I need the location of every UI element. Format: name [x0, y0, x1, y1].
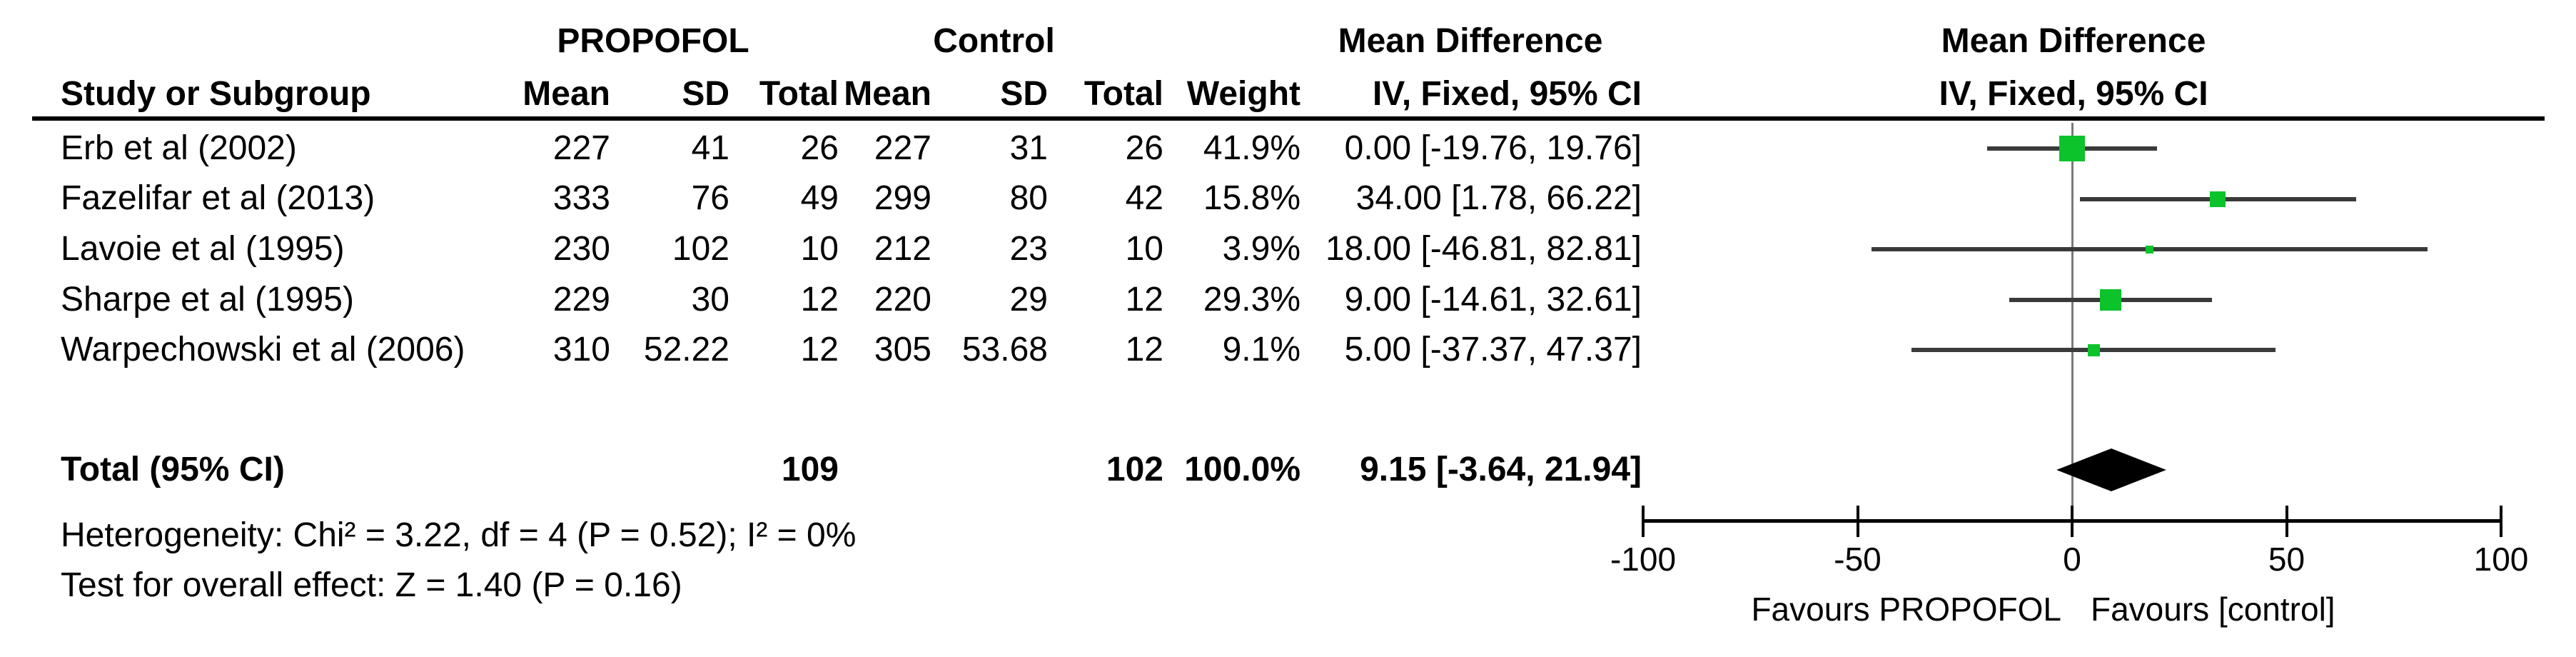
sd-propofol: 102	[672, 230, 729, 268]
axis-tick	[2071, 506, 2074, 537]
total-control: 26	[1125, 129, 1163, 167]
col-header-mean-control: Mean	[844, 75, 931, 113]
effect-square	[2210, 191, 2226, 207]
sd-propofol: 41	[691, 129, 729, 167]
col-header-ci: IV, Fixed, 95% CI	[1372, 75, 1642, 113]
mean-control: 227	[874, 129, 931, 167]
axis-tick	[1642, 506, 1645, 537]
mean-control: 299	[874, 179, 931, 217]
col-header-mean-propofol: Mean	[522, 75, 610, 113]
study-name: Erb et al (2002)	[61, 129, 297, 167]
weight-value: 29.3%	[1203, 281, 1300, 319]
sd-control: 29	[1009, 281, 1048, 319]
axis-tick-label: 50	[2268, 541, 2305, 578]
weight-value: 41.9%	[1203, 129, 1300, 167]
ci-text: 0.00 [-19.76, 19.76]	[1344, 129, 1642, 167]
ci-text: 5.00 [-37.37, 47.37]	[1344, 331, 1642, 368]
total-propofol: 26	[800, 129, 839, 167]
favours-right-label: Favours [control]	[2091, 591, 2335, 628]
ci-text: 9.00 [-14.61, 32.61]	[1344, 281, 1642, 319]
axis-tick-label: -100	[1610, 541, 1677, 578]
total-row-n-control: 102	[1106, 451, 1163, 488]
weight-value: 3.9%	[1222, 230, 1300, 268]
sd-control: 80	[1009, 179, 1048, 217]
total-propofol: 49	[800, 179, 839, 217]
total-control: 42	[1125, 179, 1163, 217]
axis-tick	[2500, 506, 2502, 537]
total-propofol: 10	[800, 230, 839, 268]
total-control: 12	[1125, 331, 1163, 368]
ci-text: 34.00 [1.78, 66.22]	[1355, 179, 1642, 217]
sd-control: 31	[1009, 129, 1048, 167]
effect-square	[2059, 136, 2085, 161]
heterogeneity-stats: Heterogeneity: Chi² = 3.22, df = 4 (P = …	[61, 516, 857, 554]
group-header-control: Control	[933, 22, 1055, 60]
col-header-total-propofol: Total	[759, 75, 839, 113]
mean-propofol: 227	[552, 129, 610, 167]
mean-propofol: 310	[552, 331, 610, 368]
study-name: Lavoie et al (1995)	[61, 230, 345, 268]
col-header-sd-propofol: SD	[682, 75, 729, 113]
total-row-weight: 100.0%	[1184, 451, 1300, 488]
total-row-n-propofol: 109	[781, 451, 839, 488]
effect-square	[2100, 289, 2122, 311]
total-control: 12	[1125, 281, 1163, 319]
sd-control: 53.68	[961, 331, 1048, 368]
axis-tick-label: 0	[2063, 541, 2081, 578]
col-header-weight: Weight	[1186, 75, 1300, 113]
total-propofol: 12	[800, 281, 839, 319]
study-name: Sharpe et al (1995)	[61, 281, 354, 319]
col-header-total-control: Total	[1084, 75, 1163, 113]
mean-control: 220	[874, 281, 931, 319]
mean-control: 305	[874, 331, 931, 368]
mean-propofol: 230	[552, 230, 610, 268]
effect-square	[2087, 343, 2100, 356]
sd-control: 23	[1009, 230, 1048, 268]
group-header-mean-difference-text: Mean Difference	[1338, 22, 1603, 60]
overall-effect-stats: Test for overall effect: Z = 1.40 (P = 0…	[61, 566, 682, 604]
favours-left-label: Favours PROPOFOL	[1751, 591, 2061, 628]
header-divider-rule	[32, 116, 2545, 121]
sd-propofol: 52.22	[643, 331, 729, 368]
zero-effect-line	[2071, 123, 2074, 537]
study-name: Fazelifar et al (2013)	[61, 179, 375, 217]
axis-tick	[1856, 506, 1859, 537]
sd-propofol: 30	[691, 281, 729, 319]
axis-tick-label: -50	[1834, 541, 1882, 578]
col-header-ci-plot: IV, Fixed, 95% CI	[1939, 75, 2208, 113]
effect-square	[2145, 245, 2153, 254]
col-header-study: Study or Subgroup	[61, 75, 371, 113]
mean-propofol: 333	[552, 179, 610, 217]
axis-tick-label: 100	[2473, 541, 2529, 578]
total-control: 10	[1125, 230, 1163, 268]
weight-value: 9.1%	[1222, 331, 1300, 368]
total-propofol: 12	[800, 331, 839, 368]
mean-propofol: 229	[552, 281, 610, 319]
ci-text: 18.00 [-46.81, 82.81]	[1325, 230, 1642, 268]
axis-tick	[2285, 506, 2288, 537]
sd-propofol: 76	[691, 179, 729, 217]
total-row-ci: 9.15 [-3.64, 21.94]	[1360, 451, 1642, 488]
group-header-propofol: PROPOFOL	[557, 22, 749, 60]
weight-value: 15.8%	[1203, 179, 1300, 217]
total-row-label: Total (95% CI)	[61, 451, 285, 488]
group-header-mean-difference-plot: Mean Difference	[1941, 22, 2206, 60]
mean-control: 212	[874, 230, 931, 268]
study-name: Warpechowski et al (2006)	[61, 331, 465, 368]
col-header-sd-control: SD	[1000, 75, 1048, 113]
